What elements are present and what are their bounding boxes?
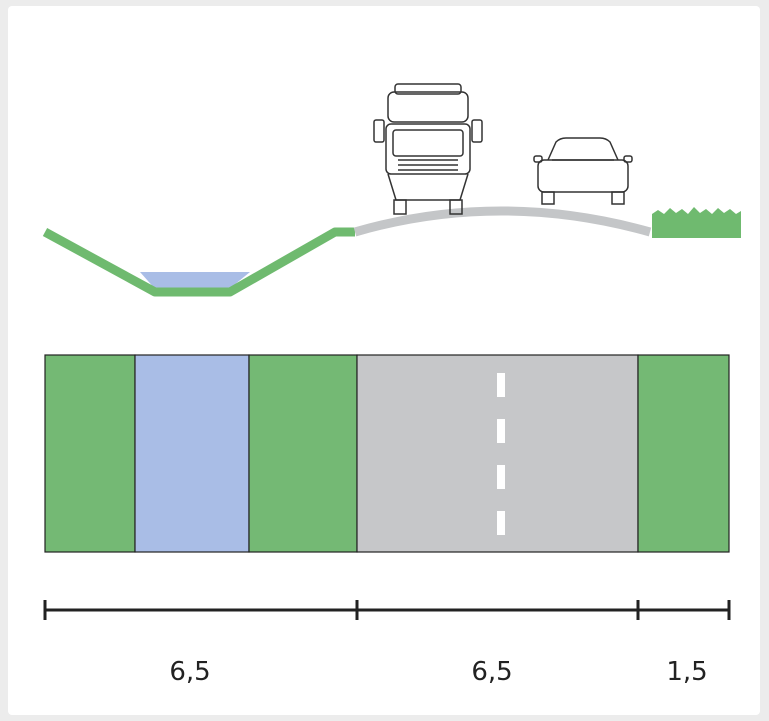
- ditch-water: [140, 272, 250, 290]
- truck-icon: [373, 83, 483, 215]
- dimension-label: 6,5: [169, 657, 210, 687]
- dimension-label: 6,5: [471, 657, 512, 687]
- dimension-line: [43, 600, 731, 620]
- plan-verge: [248, 354, 358, 553]
- plan-verge: [637, 354, 730, 553]
- road-profile: [353, 206, 652, 237]
- grass-verge: [652, 207, 741, 238]
- plan-ditch: [134, 354, 250, 553]
- plan-verge: [44, 354, 136, 553]
- car-icon: [533, 137, 633, 205]
- ditch-profile: [42, 227, 355, 297]
- dimension-label: 1,5: [666, 657, 707, 687]
- plan-view: [44, 354, 730, 553]
